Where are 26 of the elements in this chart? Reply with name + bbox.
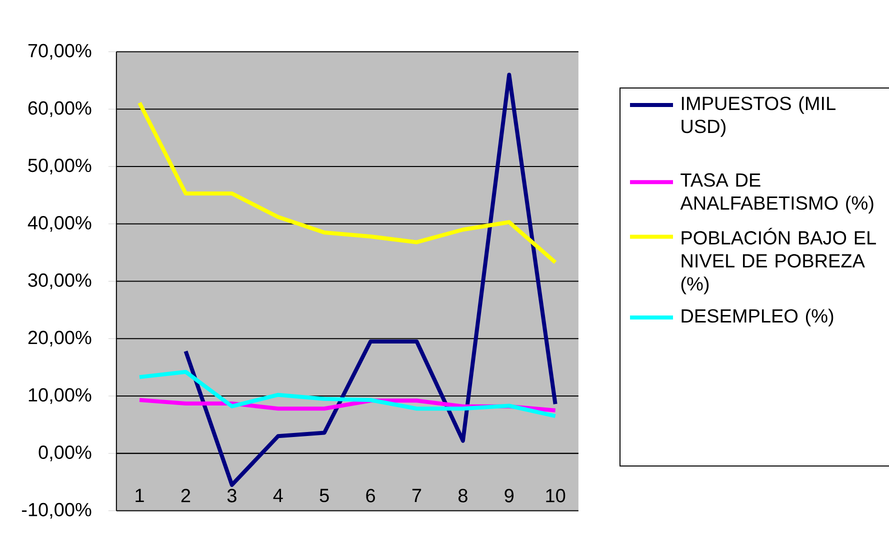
line-series bbox=[184, 72, 558, 487]
x-tick-label: 7 bbox=[412, 488, 422, 502]
x-tick-label: 4 bbox=[273, 488, 283, 502]
x-tick-label: 10 bbox=[546, 488, 566, 502]
legend-label: IMPUESTOS (MIL USD) bbox=[682, 96, 836, 137]
x-tick-label: 2 bbox=[181, 488, 190, 502]
x-tick-label: 9 bbox=[504, 488, 514, 502]
legend-label: DESEMPLEO (%) bbox=[682, 308, 834, 326]
y-tick-label: 40,00% bbox=[28, 216, 92, 232]
legend-label: TASA DE ANALFABETISMO (%) bbox=[680, 173, 874, 214]
line-series bbox=[138, 100, 558, 264]
y-tick-label: -10,00% bbox=[22, 502, 92, 519]
line-series bbox=[138, 370, 558, 418]
y-tick-label: 0,00% bbox=[38, 446, 92, 462]
y-tick-label: 30,00% bbox=[28, 273, 92, 290]
x-tick-label: 3 bbox=[227, 488, 236, 502]
y-tick-label: 10,00% bbox=[28, 388, 92, 404]
x-tick-label: 1 bbox=[136, 488, 144, 502]
y-tick-label: 50,00% bbox=[28, 158, 92, 174]
y-tick-label: 20,00% bbox=[28, 330, 92, 346]
y-tick-label: 70,00% bbox=[28, 44, 92, 60]
x-tick-label: 6 bbox=[366, 488, 375, 502]
y-tick-label: 60,00% bbox=[28, 101, 92, 117]
legend-label: POBLACIÓN BAJO EL NIVEL DE POBREZA (%) bbox=[681, 228, 876, 294]
x-tick-label: 8 bbox=[458, 488, 468, 502]
x-tick-label: 5 bbox=[320, 488, 329, 502]
